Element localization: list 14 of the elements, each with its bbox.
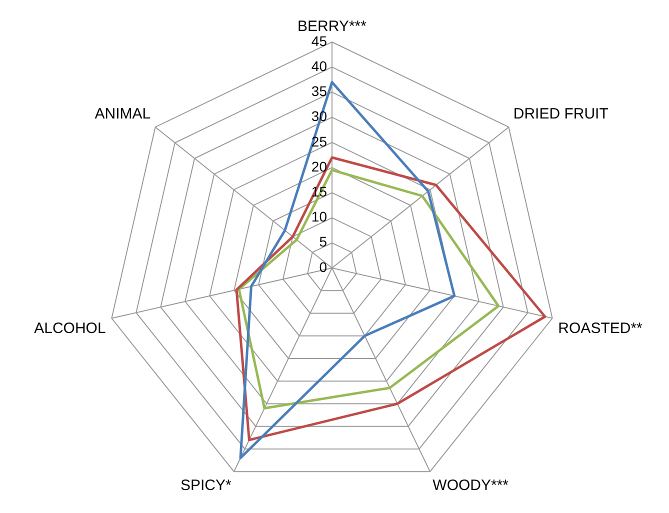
y-tick-label: 35 [311, 83, 328, 100]
spoke-label: SPICY* [180, 477, 232, 494]
y-tick-label: 45 [311, 32, 328, 49]
spoke-label: ROASTED** [558, 320, 643, 337]
y-tick-label: 20 [311, 158, 328, 174]
y-tick-label: 5 [319, 234, 328, 250]
y-tick-label: 0 [319, 258, 328, 275]
spoke-label: BERRY*** [298, 18, 367, 36]
spoke-label: ANIMAL [94, 105, 151, 122]
spoke-label: DRIED FRUIT [513, 105, 608, 122]
y-tick-label: 10 [311, 208, 328, 225]
spoke-label: ALCOHOL [34, 320, 106, 337]
spoke-label: WOODY*** [432, 477, 509, 494]
y-tick-label: 40 [311, 58, 328, 74]
